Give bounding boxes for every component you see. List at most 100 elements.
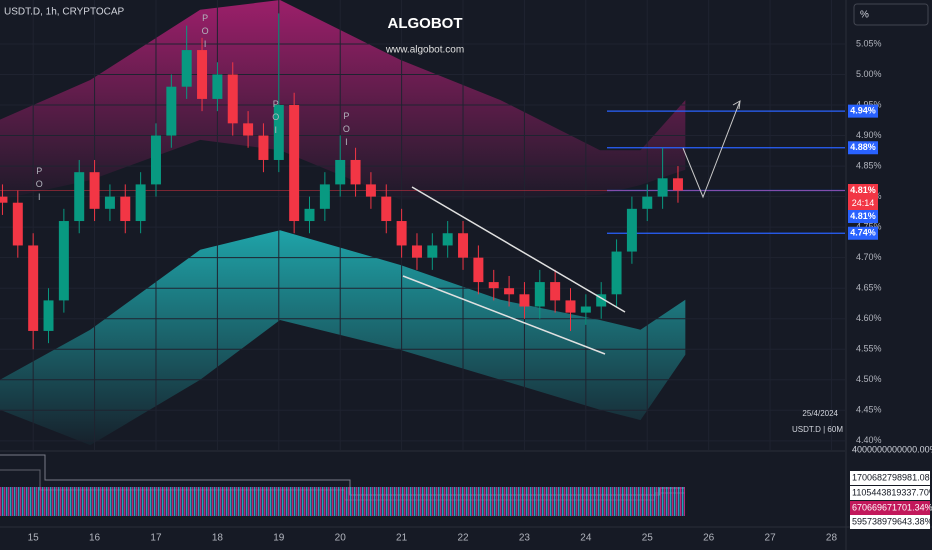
candle-body xyxy=(411,245,422,258)
y-tick-label: 4.40% xyxy=(856,435,882,445)
candle-body xyxy=(181,50,192,87)
candle-body xyxy=(150,135,161,185)
pane-label: 670669671701.34% xyxy=(852,502,932,512)
candle-body xyxy=(580,306,591,313)
y-tick-label: 4.75% xyxy=(856,222,882,232)
price-tag-label: 4.81% xyxy=(850,211,876,221)
trend-line xyxy=(411,186,626,313)
candle-body xyxy=(350,159,361,185)
countdown: 24:14 xyxy=(852,198,875,208)
candle-body xyxy=(74,172,85,222)
x-tick-label: 23 xyxy=(519,533,531,544)
trend-line xyxy=(402,275,606,355)
x-tick-label: 27 xyxy=(765,533,777,544)
price-tag-label: 4.81% xyxy=(850,185,876,195)
candle-body xyxy=(258,135,269,160)
y-tick-label: 4.55% xyxy=(856,344,882,354)
candle-body xyxy=(611,251,622,295)
candle-body xyxy=(365,184,376,197)
price-tag xyxy=(848,210,878,224)
candle-body xyxy=(166,86,177,136)
y-tick-label: 4.50% xyxy=(856,374,882,384)
price-tag xyxy=(848,141,878,155)
price-tag-label: 4.94% xyxy=(850,106,876,116)
x-tick-label: 21 xyxy=(396,533,408,544)
candle-body xyxy=(642,196,653,209)
y-tick-label: 5.05% xyxy=(856,38,882,48)
projection-arrow xyxy=(682,100,741,199)
chart-subtitle: www.algobot.com xyxy=(385,45,464,56)
pane-label: 1105443819337.70% xyxy=(852,487,932,497)
pane-tag xyxy=(850,471,930,485)
price-tag-label: 4.74% xyxy=(850,228,876,238)
candle-body xyxy=(381,196,392,222)
volume-bars xyxy=(0,487,685,516)
candle-body xyxy=(0,196,8,203)
candle-body xyxy=(319,184,330,209)
candle-body xyxy=(534,282,545,307)
x-tick-label: 20 xyxy=(335,533,347,544)
y-tick-label: 4.70% xyxy=(856,252,882,262)
countdown-tag xyxy=(848,197,878,211)
y-tick-label: 4.45% xyxy=(856,405,882,415)
x-tick-label: 19 xyxy=(273,533,285,544)
pane-label: 1700682798981.08% xyxy=(852,472,932,482)
candle-body xyxy=(519,294,530,307)
candle-body xyxy=(104,196,115,209)
x-tick-label: 26 xyxy=(703,533,715,544)
date-stamp: 25/4/2024 xyxy=(802,409,838,418)
candle-body xyxy=(289,105,300,222)
x-tick-label: 22 xyxy=(457,533,469,544)
poi-label: POI xyxy=(270,98,281,138)
candle-body xyxy=(596,294,607,307)
candle-body xyxy=(58,221,69,301)
poi-label: POI xyxy=(34,166,45,206)
poi-label: POI xyxy=(200,13,211,53)
arrow-head xyxy=(732,100,741,110)
pane-tag xyxy=(850,486,930,500)
x-tick-label: 17 xyxy=(150,533,162,544)
pane-label: 595738979643.38% xyxy=(852,516,932,526)
candle-body xyxy=(227,74,238,124)
candle-body xyxy=(550,282,561,301)
candle-body xyxy=(43,300,54,331)
candle-body xyxy=(657,178,668,197)
resolution: USDT.D | 60M xyxy=(792,425,843,434)
unit: % xyxy=(860,10,869,21)
x-tick-label: 24 xyxy=(580,533,592,544)
candle-body xyxy=(504,288,515,295)
band xyxy=(0,230,686,446)
candle-body xyxy=(135,184,146,222)
candle-body xyxy=(28,245,39,331)
candle-body xyxy=(672,178,683,191)
y-tick-label: 4.85% xyxy=(856,160,882,170)
candle-body xyxy=(626,208,637,252)
y-tick-label: 4.95% xyxy=(856,99,882,109)
candle-body xyxy=(427,245,438,258)
unit-box[interactable] xyxy=(853,3,929,26)
candle-body xyxy=(243,123,254,136)
pane-tag xyxy=(850,501,930,515)
candle-body xyxy=(458,233,469,258)
y-tick-label: 5.00% xyxy=(856,69,882,79)
y-tick-label: 4.60% xyxy=(856,313,882,323)
band xyxy=(0,0,686,200)
price-tag-label: 4.88% xyxy=(850,142,876,152)
y-tick-label: 4.65% xyxy=(856,283,882,293)
symbol: USDT.D, 1h, CRYPTOCAP xyxy=(4,7,125,18)
x-tick-label: 16 xyxy=(89,533,101,544)
candle-body xyxy=(120,196,131,222)
candle-body xyxy=(473,257,484,283)
candle-body xyxy=(335,159,346,185)
candle-body xyxy=(273,105,284,160)
candle-body xyxy=(212,74,223,99)
price-tag xyxy=(848,226,878,240)
x-tick-label: 28 xyxy=(826,533,838,544)
candle-body xyxy=(396,221,407,246)
candle-body xyxy=(565,300,576,313)
candle-body xyxy=(197,50,208,99)
x-tick-label: 15 xyxy=(28,533,40,544)
chart-title: ALGOBOT xyxy=(388,15,463,32)
